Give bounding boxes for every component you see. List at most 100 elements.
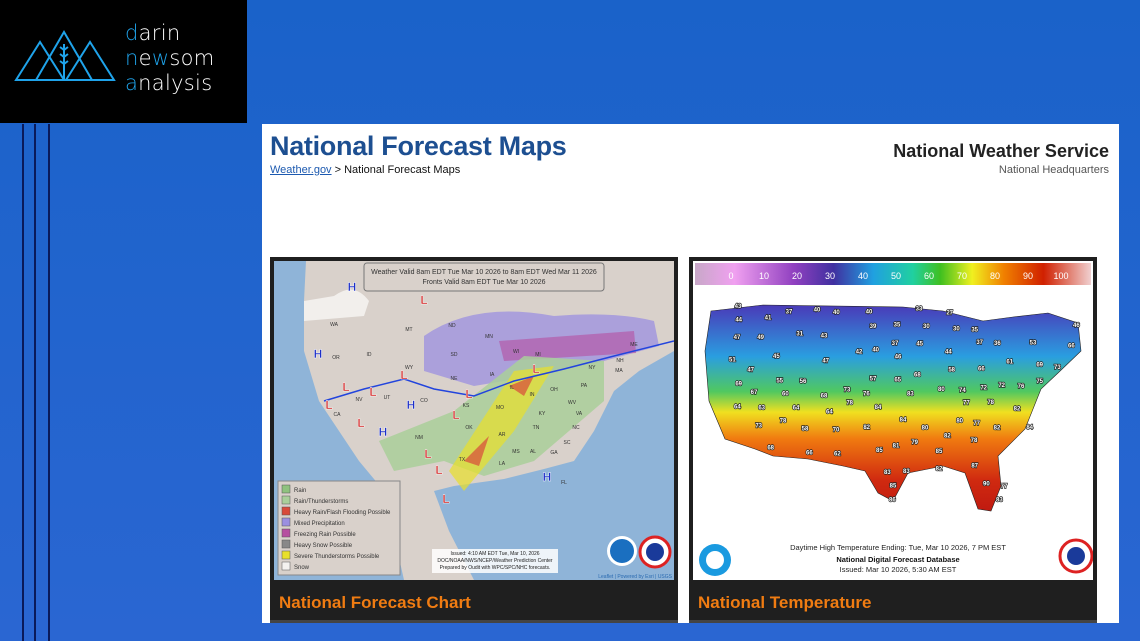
- scale-tick-label: 50: [891, 271, 901, 281]
- state-label: WA: [330, 322, 339, 328]
- temperature-label: 85: [936, 449, 943, 455]
- temperature-label: 87: [971, 463, 978, 469]
- temperature-label: 77: [963, 401, 970, 407]
- temperature-label: 78: [971, 438, 978, 444]
- temperature-label: 45: [773, 354, 780, 360]
- temperature-label: 83: [996, 497, 1003, 503]
- state-label: MN: [485, 334, 493, 340]
- temperature-label: 90: [983, 482, 990, 488]
- temperature-label: 51: [729, 357, 736, 363]
- scale-tick-label: 10: [759, 271, 769, 281]
- issued-box: [432, 549, 558, 573]
- state-label: ND: [448, 323, 456, 329]
- temperature-label: 83: [907, 392, 914, 398]
- legend-label: Rain: [294, 488, 306, 494]
- temperature-label: 72: [980, 386, 987, 392]
- atlantic-gulf-ocean: [434, 351, 674, 580]
- mountain-wheat-icon: [14, 30, 116, 81]
- temperature-label: 66: [806, 451, 813, 457]
- state-label: TN: [533, 425, 540, 431]
- state-label: PA: [581, 383, 588, 389]
- temperature-label: 68: [821, 393, 828, 399]
- temperature-label: 40: [833, 310, 840, 316]
- temperature-label: 35: [894, 322, 901, 328]
- temperature-label: 77: [973, 421, 980, 427]
- temperature-label: 36: [994, 341, 1001, 347]
- temperature-label: 30: [923, 324, 930, 330]
- temperature-map[interactable]: 0 10 20 30 40 50 60 70 80 90 100 43 44 41 37 40 40 40 33 2…: [693, 261, 1093, 580]
- temperature-label: 41: [765, 316, 772, 322]
- legend-label: Snow: [294, 565, 310, 571]
- temp-caption-line-3: Issued: Mar 10 2026, 5:30 AM EST: [840, 565, 957, 574]
- legend-swatch: [281, 517, 291, 527]
- state-label: TX: [459, 457, 466, 463]
- temperature-label: 37: [786, 310, 793, 316]
- temperature-label: 43: [735, 304, 742, 310]
- temperature-label: 64: [826, 410, 833, 416]
- temperature-label: 65: [894, 378, 901, 384]
- temperature-label: 66: [1068, 343, 1075, 349]
- temperature-label: 75: [1036, 379, 1043, 385]
- nws-page-screenshot: National Forecast Maps Weather.gov > Nat…: [262, 124, 1119, 623]
- legend-swatch: [281, 561, 291, 571]
- temperature-label: 67: [751, 390, 758, 396]
- card-caption[interactable]: National Forecast Chart: [279, 593, 471, 612]
- legend-label: Rain/Thunderstorms: [294, 499, 348, 505]
- card-footer: [270, 620, 678, 623]
- state-label: MT: [405, 327, 412, 333]
- temperature-label: 47: [822, 358, 829, 364]
- temperature-label: 43: [821, 333, 828, 339]
- issued-text: Issued: 4:10 AM EDT Tue, Mar 10, 2026: [450, 551, 539, 557]
- legend-swatch: [281, 495, 291, 505]
- temperature-label: 44: [735, 317, 742, 323]
- breadcrumb: Weather.gov > National Forecast Maps: [270, 164, 460, 176]
- low-pressure-label: L: [442, 492, 449, 506]
- state-label: NY: [589, 365, 597, 371]
- forecast-chart-map[interactable]: Weather Valid 8am EDT Tue Mar 10 2026 to…: [274, 261, 674, 580]
- scale-tick-label: 100: [1053, 271, 1068, 281]
- scale-tick-label: 0: [728, 271, 733, 281]
- us-temperature-field: [704, 304, 1082, 512]
- high-pressure-label: H: [314, 347, 323, 361]
- temperature-label: 30: [953, 327, 960, 333]
- temperature-label: 78: [780, 418, 787, 424]
- legend-box: [277, 480, 401, 576]
- scale-tick-label: 80: [990, 271, 1000, 281]
- low-pressure-label: L: [369, 385, 376, 399]
- state-label: MS: [512, 449, 520, 455]
- state-label: KS: [463, 403, 470, 409]
- temperature-label: 82: [1014, 406, 1021, 412]
- state-label: WY: [405, 365, 414, 371]
- scale-tick-label: 90: [1023, 271, 1033, 281]
- state-label: IN: [530, 392, 535, 398]
- low-pressure-label: L: [420, 293, 427, 307]
- temperature-label: 80: [938, 387, 945, 393]
- temperature-label: 79: [911, 440, 918, 446]
- map-attribution: Leaflet | Powered by Esri | USGS: [598, 574, 672, 580]
- state-label: FL: [561, 480, 567, 486]
- temperature-label: 58: [802, 427, 809, 433]
- breadcrumb-link-weather-gov[interactable]: Weather.gov: [270, 164, 332, 176]
- state-label: IA: [490, 372, 495, 378]
- low-pressure-label: L: [424, 447, 431, 461]
- state-label: GA: [550, 450, 558, 456]
- high-pressure-label: H: [543, 470, 552, 484]
- temperature-label: 83: [903, 469, 910, 475]
- issued-text-2: DOC/NOAA/NWS/NCEP/Weather Prediction Cen…: [437, 558, 553, 564]
- temperature-label: 55: [776, 378, 783, 384]
- legend-swatch: [281, 539, 291, 549]
- low-pressure-label: L: [532, 362, 539, 376]
- temperature-label: 84: [875, 405, 882, 411]
- brand-line-1: darin: [125, 21, 181, 45]
- forecast-chart-card[interactable]: Weather Valid 8am EDT Tue Mar 10 2026 to…: [270, 257, 678, 623]
- low-pressure-label: L: [325, 398, 332, 412]
- state-label: CO: [420, 398, 428, 404]
- card-caption[interactable]: National Temperature: [698, 593, 872, 612]
- temperature-card[interactable]: 0 10 20 30 40 50 60 70 80 90 100 43 44 41 37 40 40 40 33 2…: [689, 257, 1097, 623]
- temperature-label: 85: [890, 483, 897, 489]
- temperature-label: 69: [735, 381, 742, 387]
- state-label: WI: [513, 349, 519, 355]
- decor-line: [22, 124, 24, 641]
- temperature-label: 82: [994, 426, 1001, 432]
- temperature-label: 74: [959, 388, 966, 394]
